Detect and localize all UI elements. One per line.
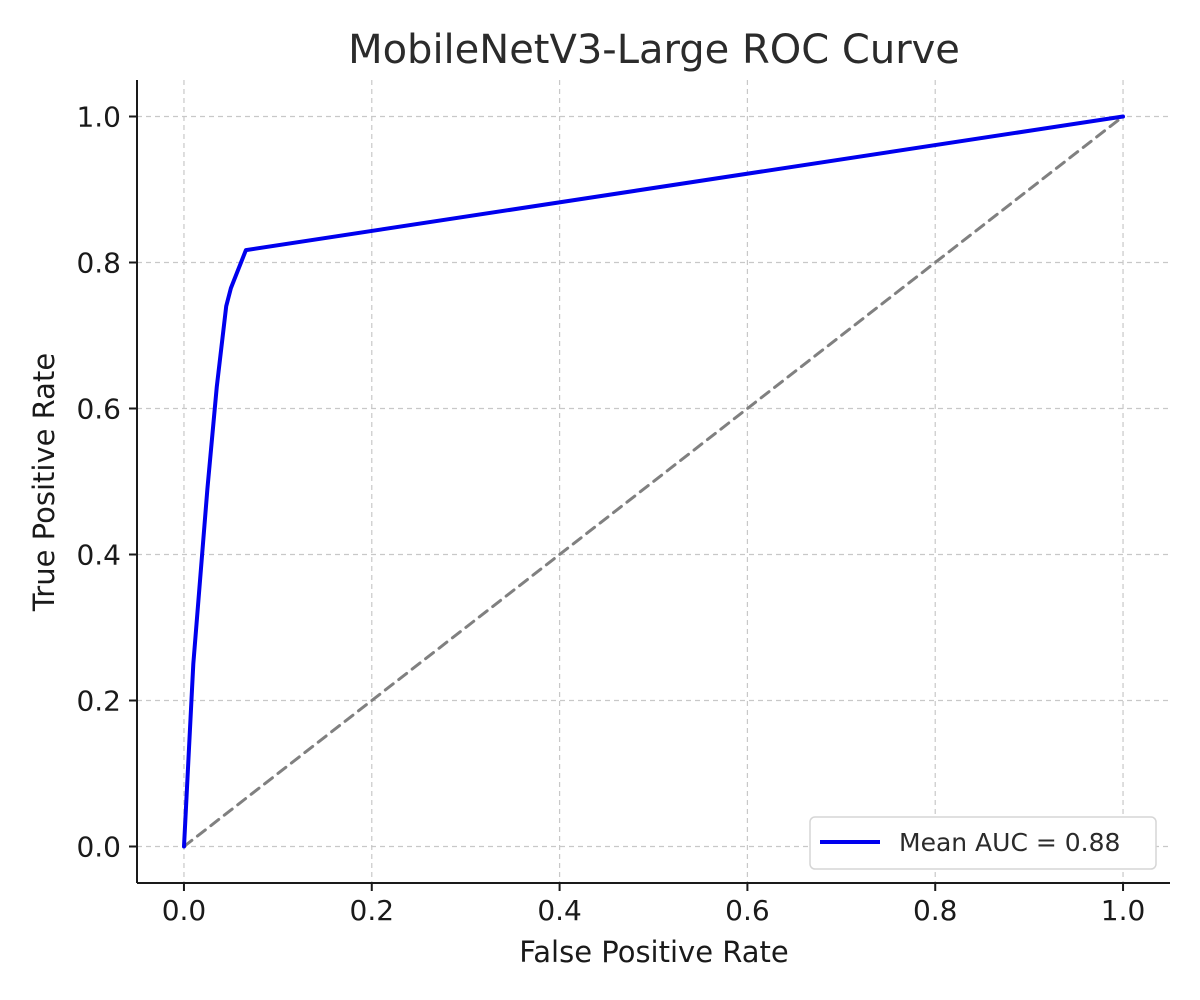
x-tick-label: 0.6: [725, 894, 770, 927]
y-tick-label: 0.8: [76, 247, 121, 280]
y-tick-label: 0.6: [76, 393, 121, 426]
x-tick-label: 1.0: [1101, 894, 1146, 927]
series-layer: [182, 114, 1125, 849]
legend-box: [809, 816, 1157, 870]
grid-layer: [137, 80, 1170, 883]
roc-curve-line: [182, 114, 1125, 849]
y-tick-label: 1.0: [76, 101, 121, 134]
y-tick-label: 0.0: [76, 831, 121, 864]
chart-title: MobileNetV3-Large ROC Curve: [348, 27, 960, 73]
x-axis-label: False Positive Rate: [519, 935, 789, 969]
y-axis-label: True Positive Rate: [27, 353, 61, 612]
legend-label-mean-auc: Mean AUC = 0.88: [899, 828, 1120, 857]
legend: Mean AUC = 0.88: [809, 816, 1157, 870]
x-tick-label: 0.0: [162, 894, 207, 927]
y-tick-label: 0.4: [76, 539, 121, 572]
y-tick-label: 0.2: [76, 685, 121, 718]
x-tick-label: 0.8: [913, 894, 958, 927]
ticks-layer: 0.0 0.2 0.4 0.6 0.8 1.0 0.0 0.2 0.4 0.6 0.8 1.0: [76, 101, 1145, 928]
axes-layer: [136, 80, 1170, 884]
x-tick-label: 0.4: [537, 894, 582, 927]
x-tick-label: 0.2: [350, 894, 395, 927]
chance-diagonal-line: [182, 115, 1125, 848]
